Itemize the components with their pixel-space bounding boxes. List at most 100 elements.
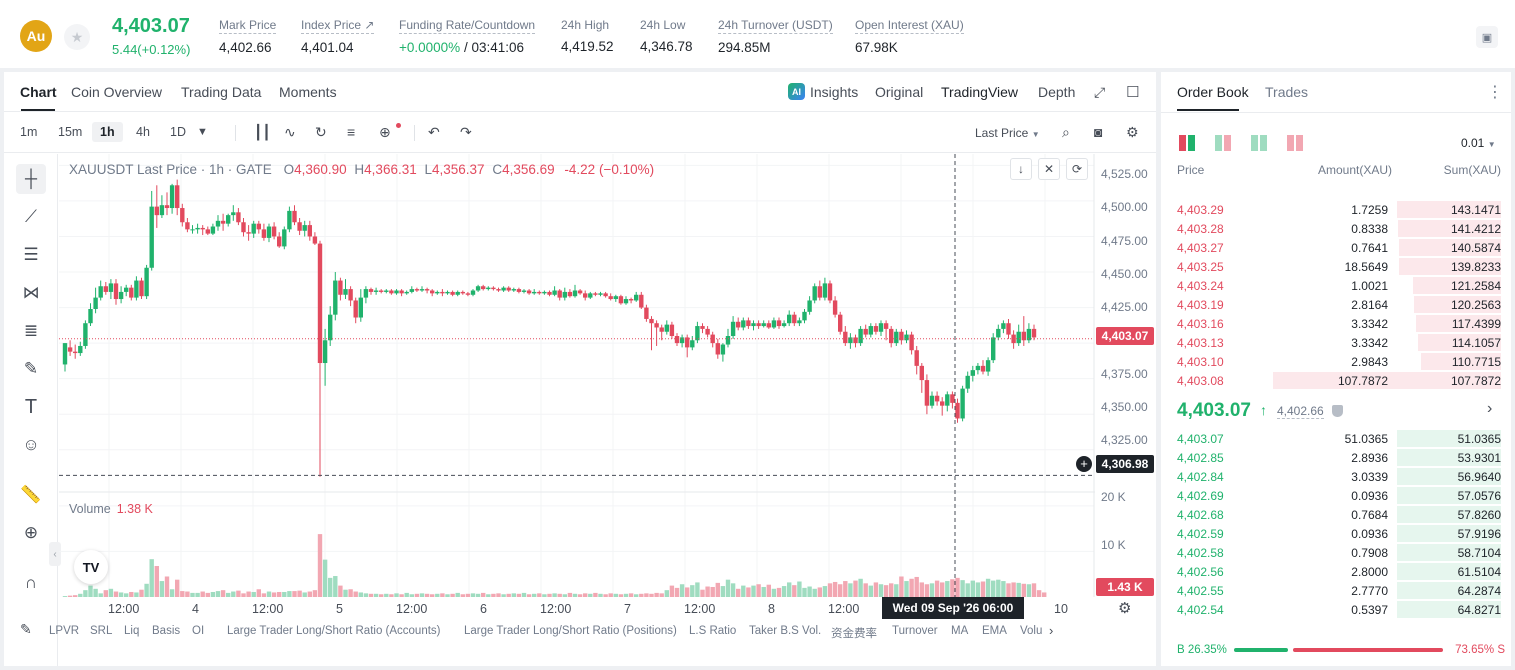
templates-icon[interactable]: ≡: [347, 124, 356, 140]
price-step-select[interactable]: 0.01 ▼: [1461, 136, 1496, 150]
ask-row[interactable]: 4,403.28 0.8338 141.4212: [1161, 219, 1511, 238]
candle-body: [1026, 328, 1032, 341]
tab-original[interactable]: Original: [875, 84, 924, 100]
indicator-taker-vol[interactable]: Taker B.S Vol.: [749, 625, 822, 637]
bid-row[interactable]: 4,402.54 0.5397 64.8271: [1161, 600, 1511, 619]
indicator-ema[interactable]: EMA: [982, 625, 1007, 637]
magnet-icon[interactable]: ∩: [24, 573, 38, 592]
bid-row[interactable]: 4,402.59 0.0936 57.9196: [1161, 524, 1511, 543]
candle-body: [368, 289, 374, 292]
interval-1h[interactable]: 1h: [92, 122, 123, 142]
bid-row[interactable]: 4,402.69 0.0936 57.0576: [1161, 486, 1511, 505]
volume-bar: [914, 576, 919, 597]
interval-dropdown-icon[interactable]: ▼: [197, 126, 208, 138]
indicator-ma[interactable]: MA: [951, 625, 969, 637]
emoji-icon[interactable]: ☺: [22, 435, 40, 454]
redo-icon[interactable]: ↷: [460, 124, 472, 140]
indicator-lt-ratio-accounts[interactable]: Large Trader Long/Short Ratio (Accounts): [227, 625, 441, 637]
interval-1m[interactable]: 1m: [20, 125, 38, 139]
indicator-lt-ratio-positions[interactable]: Large Trader Long/Short Ratio (Positions…: [464, 625, 677, 637]
chevron-right-icon[interactable]: ›: [1049, 623, 1054, 638]
fullscreen-icon[interactable]: ☐: [1126, 84, 1140, 101]
bid-row[interactable]: 4,402.68 0.7684 57.8260: [1161, 505, 1511, 524]
ask-row[interactable]: 4,403.19 2.8164 120.2563: [1161, 295, 1511, 314]
reset-icon[interactable]: ⟳: [1066, 158, 1088, 180]
arrow-down-icon[interactable]: ↓: [1010, 158, 1032, 180]
indicator-ls-ratio[interactable]: L.S Ratio: [689, 625, 737, 637]
tab-depth[interactable]: Depth: [1038, 84, 1076, 100]
fib-icon[interactable]: ≣: [23, 321, 39, 340]
ask-row[interactable]: 4,403.08 107.7872 107.7872: [1161, 371, 1511, 390]
ask-row[interactable]: 4,403.24 1.0021 121.2584: [1161, 276, 1511, 295]
bid-row[interactable]: 4,403.07 51.0365 51.0365: [1161, 429, 1511, 448]
tab-order-book[interactable]: Order Book: [1177, 84, 1249, 100]
indicator-basis[interactable]: Basis: [152, 625, 181, 637]
axis-settings-icon[interactable]: ⚙: [1118, 600, 1132, 617]
stat-index-price[interactable]: Index Price ↗ 4,401.04: [301, 18, 375, 55]
bid-row[interactable]: 4,402.56 2.8000 61.5104: [1161, 562, 1511, 581]
interval-15m[interactable]: 15m: [58, 125, 83, 139]
indicator-turnover[interactable]: Turnover: [892, 625, 938, 637]
pattern-icon[interactable]: ⋈: [22, 283, 40, 302]
ruler-icon[interactable]: 📏: [20, 485, 42, 504]
favorite-star-icon[interactable]: ★: [64, 24, 90, 50]
horizontal-lines-icon[interactable]: ☰: [23, 245, 39, 264]
tab-trades[interactable]: Trades: [1265, 84, 1309, 100]
tab-chart[interactable]: Chart: [20, 84, 57, 100]
collapse-icon[interactable]: ✕: [1038, 158, 1060, 180]
tab-coin-overview[interactable]: Coin Overview: [71, 84, 163, 100]
indicator-liq[interactable]: Liq: [124, 625, 140, 637]
camera-icon[interactable]: ◙: [1094, 124, 1103, 140]
bid-row[interactable]: 4,402.58 0.7908 58.7104: [1161, 543, 1511, 562]
add-indicator-icon[interactable]: ⊕: [379, 124, 391, 140]
bid-row[interactable]: 4,402.55 2.7770 64.2874: [1161, 581, 1511, 600]
candle-type-icon[interactable]: ┃┃: [254, 124, 271, 140]
candlestick-chart[interactable]: [59, 154, 1095, 597]
ask-row[interactable]: 4,403.27 0.7641 140.5874: [1161, 238, 1511, 257]
ask-row[interactable]: 4,403.10 2.9843 110.7715: [1161, 352, 1511, 371]
book-icon[interactable]: ▣: [1476, 26, 1498, 48]
stat-funding-rate[interactable]: Funding Rate/Countdown +0.0000% / 03:41:…: [399, 18, 536, 55]
undo-icon[interactable]: ↶: [428, 124, 440, 140]
collapse-toolbar-icon[interactable]: ‹: [49, 542, 61, 566]
brush-icon[interactable]: ✎: [23, 359, 39, 378]
indicator-oi[interactable]: OI: [192, 625, 205, 637]
interval-4h[interactable]: 4h: [136, 125, 150, 139]
search-icon[interactable]: ⌕: [1062, 124, 1070, 140]
ask-row[interactable]: 4,403.16 3.3342 117.4399: [1161, 314, 1511, 333]
layout-asks-bids-icon[interactable]: [1215, 135, 1231, 151]
zoom-icon[interactable]: ⊕: [23, 523, 39, 542]
indicators-icon[interactable]: ∿: [284, 124, 296, 140]
add-alert-icon[interactable]: +: [1076, 456, 1092, 472]
layout-both-icon[interactable]: [1179, 135, 1195, 151]
ask-row[interactable]: 4,403.29 1.7259 143.1471: [1161, 200, 1511, 219]
tab-trading-data[interactable]: Trading Data: [181, 84, 262, 100]
ask-row[interactable]: 4,403.13 3.3342 114.1057: [1161, 333, 1511, 352]
more-options-icon[interactable]: ⋮: [1487, 84, 1503, 101]
refresh-icon[interactable]: ↻: [315, 124, 327, 140]
tab-moments[interactable]: Moments: [279, 84, 337, 100]
chevron-right-icon[interactable]: ›: [1487, 400, 1493, 417]
expand-icon[interactable]: ⤢: [1094, 84, 1106, 100]
tradingview-logo[interactable]: TV: [74, 550, 108, 584]
crosshair-icon[interactable]: ┼: [16, 164, 46, 194]
layout-bids-icon[interactable]: [1251, 135, 1267, 151]
ask-row[interactable]: 4,403.25 18.5649 139.8233: [1161, 257, 1511, 276]
indicator-volume[interactable]: Volu: [1020, 625, 1043, 637]
indicator-srl[interactable]: SRL: [90, 625, 113, 637]
edit-indicators-icon[interactable]: ✎: [20, 621, 32, 637]
trendline-icon[interactable]: ⟋: [25, 207, 37, 226]
bid-row[interactable]: 4,402.84 3.0339 56.9640: [1161, 467, 1511, 486]
interval-1d[interactable]: 1D: [170, 125, 186, 139]
text-icon[interactable]: T: [24, 395, 38, 418]
insights-button[interactable]: Insights: [810, 84, 859, 100]
price-type-select[interactable]: Last Price ▼: [975, 126, 1040, 140]
settings-icon[interactable]: ⚙: [1126, 124, 1139, 140]
stat-mark-price[interactable]: Mark Price 4,402.66: [219, 18, 277, 55]
indicator-funding-rate[interactable]: 资金费率: [831, 628, 877, 640]
candle-body: [1031, 328, 1037, 338]
bid-row[interactable]: 4,402.85 2.8936 53.9301: [1161, 448, 1511, 467]
tab-tradingview[interactable]: TradingView: [941, 84, 1019, 100]
layout-asks-icon[interactable]: [1287, 135, 1303, 151]
indicator-lpvr[interactable]: LPVR: [49, 625, 80, 637]
